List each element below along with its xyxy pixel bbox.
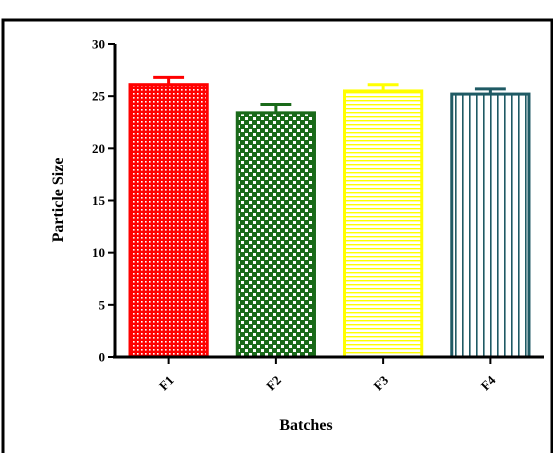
y-tick-label-5: 5 — [99, 297, 106, 312]
error-bars-group — [153, 75, 506, 113]
x-tick-label-f3: F3 — [370, 372, 391, 393]
x-ticks-group: F1 F2 F3 F4 — [156, 357, 499, 393]
y-ticks-group: 0 5 10 15 20 25 30 — [92, 37, 115, 365]
y-tick-label-25: 25 — [92, 89, 106, 104]
bar-f4 — [450, 92, 531, 359]
y-tick-label-20: 20 — [92, 141, 105, 156]
bar-f1 — [128, 83, 209, 359]
bars-group — [128, 83, 531, 359]
y-tick-label-0: 0 — [99, 350, 106, 365]
x-axis-title: Batches — [279, 417, 332, 434]
x-tick-label-f1: F1 — [156, 373, 177, 394]
bar-f2 — [235, 111, 316, 359]
bar-f3 — [343, 89, 424, 359]
y-tick-label-15: 15 — [92, 193, 106, 208]
figure-border — [1, 18, 553, 453]
y-axis-title: Particle Size — [50, 158, 67, 243]
y-tick-label-30: 30 — [92, 37, 105, 52]
y-tick-label-10: 10 — [92, 245, 105, 260]
x-tick-label-f4: F4 — [478, 372, 499, 393]
x-tick-label-f2: F2 — [263, 373, 284, 394]
